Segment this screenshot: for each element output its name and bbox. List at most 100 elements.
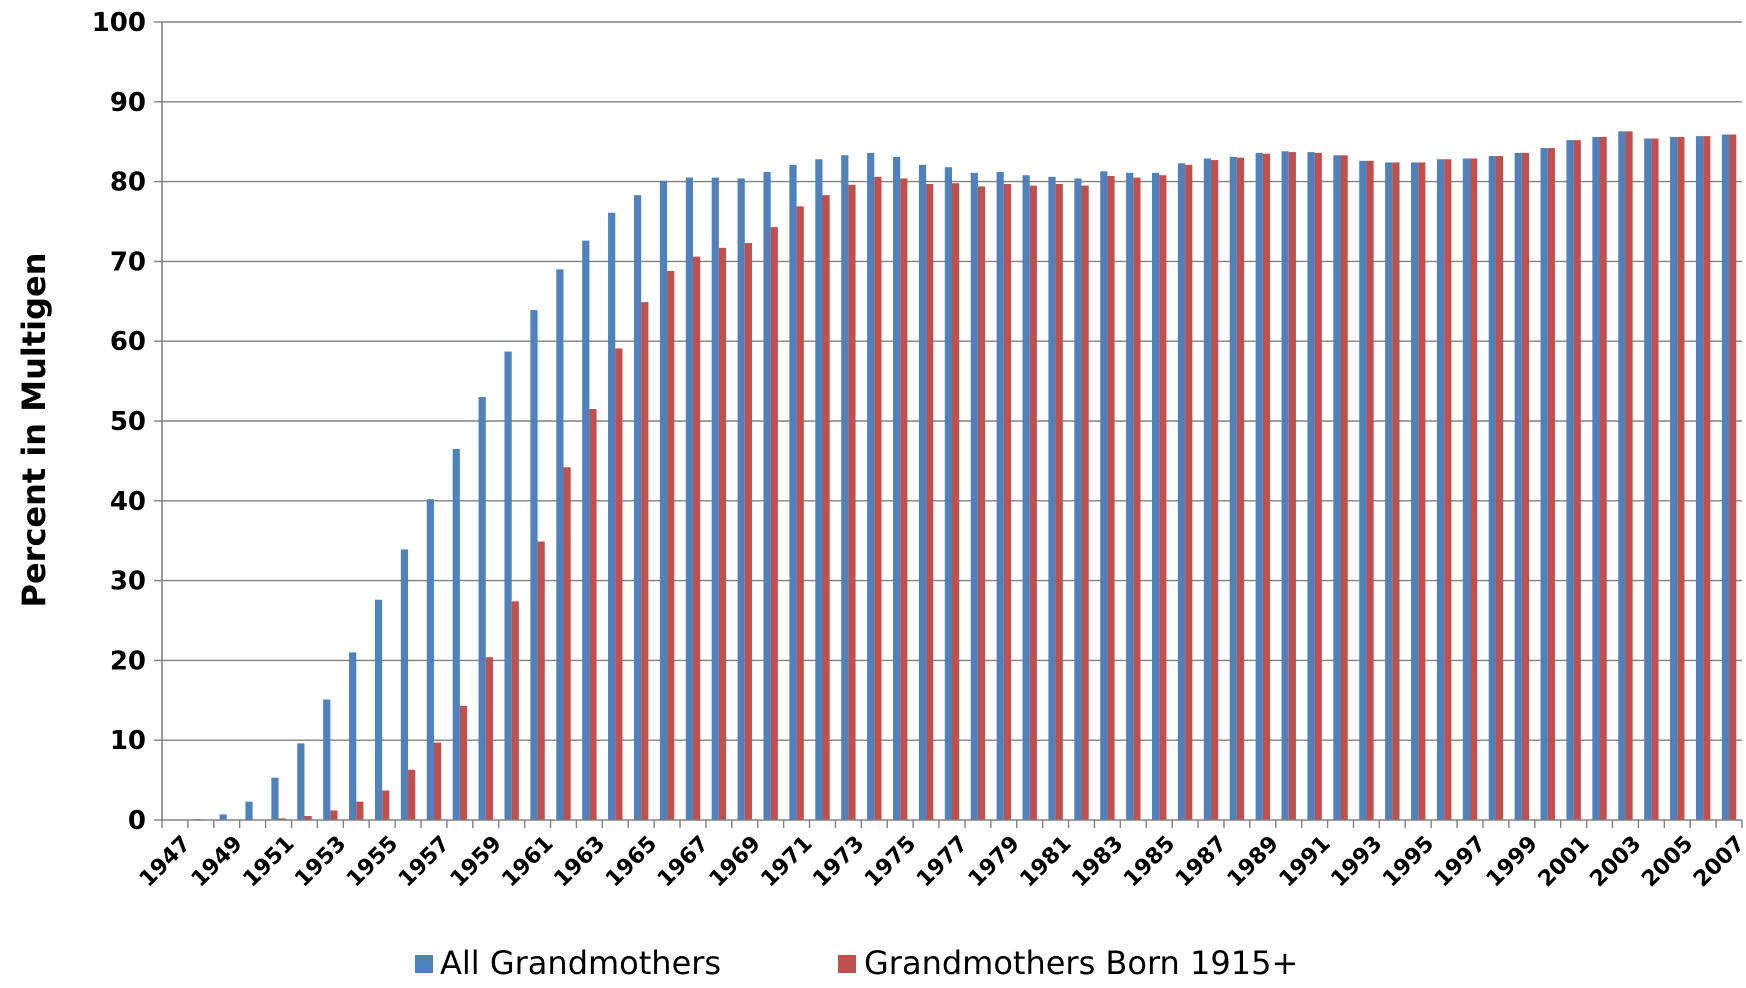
bar-all-grandmothers-1967 bbox=[685, 177, 693, 821]
legend: All Grandmothers Grandmothers Born 1915+ bbox=[415, 944, 1298, 982]
bar-born-1915-1973 bbox=[848, 184, 856, 821]
y-axis-label: Percent in Multigen bbox=[15, 253, 53, 608]
x-tick-label: 1999 bbox=[1482, 831, 1543, 892]
bar-all-grandmothers-1953 bbox=[323, 699, 331, 820]
bar-all-grandmothers-2000 bbox=[1540, 148, 1548, 821]
bar-all-grandmothers-1950 bbox=[245, 801, 253, 820]
bars bbox=[193, 131, 1737, 821]
bar-born-1915-1980 bbox=[1029, 185, 1037, 821]
x-tick-label: 1963 bbox=[549, 831, 610, 892]
bar-born-1915-1956 bbox=[408, 769, 416, 820]
bar-born-1915-1972 bbox=[822, 195, 830, 820]
x-tick-label: 1971 bbox=[757, 831, 818, 892]
bar-all-grandmothers-1982 bbox=[1074, 178, 1082, 820]
bar-all-grandmothers-1960 bbox=[504, 351, 512, 820]
legend-label-grandmothers-born-1915: Grandmothers Born 1915+ bbox=[864, 944, 1298, 982]
bar-born-1915-1994 bbox=[1392, 162, 1400, 820]
x-tick-label: 1973 bbox=[808, 831, 869, 892]
bar-born-1915-1958 bbox=[459, 705, 468, 820]
bar-all-grandmothers-1966 bbox=[659, 180, 668, 820]
x-tick-label: 1987 bbox=[1171, 831, 1232, 892]
bar-all-grandmothers-1954 bbox=[349, 652, 357, 820]
bar-born-1915-2002 bbox=[1599, 136, 1607, 821]
bar-born-1915-1992 bbox=[1340, 155, 1348, 821]
bar-all-grandmothers-1964 bbox=[608, 212, 616, 821]
bar-all-grandmothers-1976 bbox=[918, 164, 927, 821]
bar-all-grandmothers-1986 bbox=[1177, 163, 1186, 821]
bar-born-1915-1974 bbox=[874, 176, 882, 820]
bar-all-grandmothers-2002 bbox=[1592, 136, 1600, 821]
bar-all-grandmothers-1984 bbox=[1126, 172, 1134, 820]
bar-all-grandmothers-1962 bbox=[556, 269, 564, 820]
bar-all-grandmothers-1988 bbox=[1229, 156, 1237, 820]
bar-all-grandmothers-2007 bbox=[1721, 134, 1730, 820]
bar-all-grandmothers-1983 bbox=[1100, 171, 1108, 820]
y-tick-labels: 0 10 20 30 40 50 60 70 80 90 100 bbox=[92, 8, 146, 836]
bar-born-1915-1995 bbox=[1418, 162, 1426, 820]
bar-born-1915-1971 bbox=[796, 206, 804, 820]
y-tick-label: 80 bbox=[110, 168, 146, 198]
legend-swatch-all-grandmothers bbox=[415, 955, 433, 973]
bar-all-grandmothers-1998 bbox=[1488, 156, 1496, 821]
bar-born-1915-1998 bbox=[1495, 156, 1504, 821]
bar-all-grandmothers-1963 bbox=[582, 240, 590, 821]
bar-all-grandmothers-2001 bbox=[1566, 140, 1574, 820]
y-tick-label: 40 bbox=[110, 487, 146, 517]
bar-born-1915-2000 bbox=[1547, 148, 1555, 821]
y-tick-label: 90 bbox=[110, 88, 146, 118]
bar-born-1915-1970 bbox=[770, 227, 778, 820]
bar-all-grandmothers-1975 bbox=[892, 156, 901, 820]
bar-all-grandmothers-1958 bbox=[452, 448, 460, 820]
x-tick-label: 1977 bbox=[912, 831, 973, 892]
y-tick-label: 30 bbox=[110, 567, 146, 597]
x-tick-label: 1955 bbox=[342, 831, 403, 892]
bar-all-grandmothers-1985 bbox=[1152, 172, 1160, 820]
bar-all-grandmothers-2006 bbox=[1695, 136, 1704, 820]
bar-born-1915-2007 bbox=[1729, 134, 1737, 820]
bar-born-1915-1959 bbox=[485, 657, 493, 820]
bar-all-grandmothers-1959 bbox=[478, 397, 486, 820]
bar-born-1915-1991 bbox=[1314, 152, 1322, 820]
x-tick-label: 1981 bbox=[1016, 831, 1077, 892]
bar-born-1915-1990 bbox=[1288, 152, 1296, 821]
bar-born-1915-1987 bbox=[1211, 160, 1219, 820]
bar-born-1915-1954 bbox=[356, 801, 364, 820]
bar-born-1915-1988 bbox=[1236, 157, 1245, 820]
bar-born-1915-1993 bbox=[1366, 160, 1374, 821]
bar-all-grandmothers-1969 bbox=[737, 178, 745, 820]
bar-born-1915-1975 bbox=[900, 178, 908, 820]
x-tick-label: 1989 bbox=[1223, 831, 1284, 892]
bar-all-grandmothers-1970 bbox=[763, 172, 771, 821]
bar-born-1915-1997 bbox=[1470, 158, 1478, 820]
x-tick-label: 2001 bbox=[1534, 831, 1595, 892]
bar-all-grandmothers-1978 bbox=[970, 172, 978, 820]
y-tick-label: 50 bbox=[110, 407, 146, 437]
bar-born-1915-1961 bbox=[537, 541, 545, 820]
y-tick-label: 0 bbox=[128, 806, 146, 836]
x-tick-label: 1961 bbox=[498, 831, 559, 892]
x-tick-label: 1983 bbox=[1067, 831, 1128, 892]
bar-born-1915-1977 bbox=[952, 183, 960, 821]
x-tick-label: 1985 bbox=[1119, 831, 1180, 892]
bar-born-1915-1983 bbox=[1107, 176, 1115, 820]
x-tick-label: 1993 bbox=[1326, 831, 1387, 892]
bar-all-grandmothers-1952 bbox=[297, 743, 305, 820]
x-tick-label: 1979 bbox=[964, 831, 1025, 892]
x-tick-label: 1975 bbox=[860, 831, 921, 892]
bar-all-grandmothers-1989 bbox=[1255, 152, 1263, 820]
bar-born-1915-1960 bbox=[511, 601, 519, 820]
bar-all-grandmothers-1994 bbox=[1385, 162, 1393, 820]
bar-born-1915-1969 bbox=[744, 243, 752, 820]
bar-all-grandmothers-1992 bbox=[1333, 155, 1341, 821]
legend-label-all-grandmothers: All Grandmothers bbox=[440, 944, 721, 982]
bar-born-1915-2003 bbox=[1625, 131, 1633, 821]
y-tick-label: 70 bbox=[110, 247, 146, 277]
bar-born-1915-1962 bbox=[563, 467, 571, 820]
bar-born-1915-1984 bbox=[1133, 177, 1141, 821]
bar-born-1915-1963 bbox=[589, 409, 597, 820]
bar-all-grandmothers-1961 bbox=[530, 310, 538, 820]
bar-all-grandmothers-1972 bbox=[815, 159, 823, 821]
bar-all-grandmothers-1974 bbox=[867, 152, 875, 820]
bar-born-1915-1955 bbox=[382, 790, 390, 820]
